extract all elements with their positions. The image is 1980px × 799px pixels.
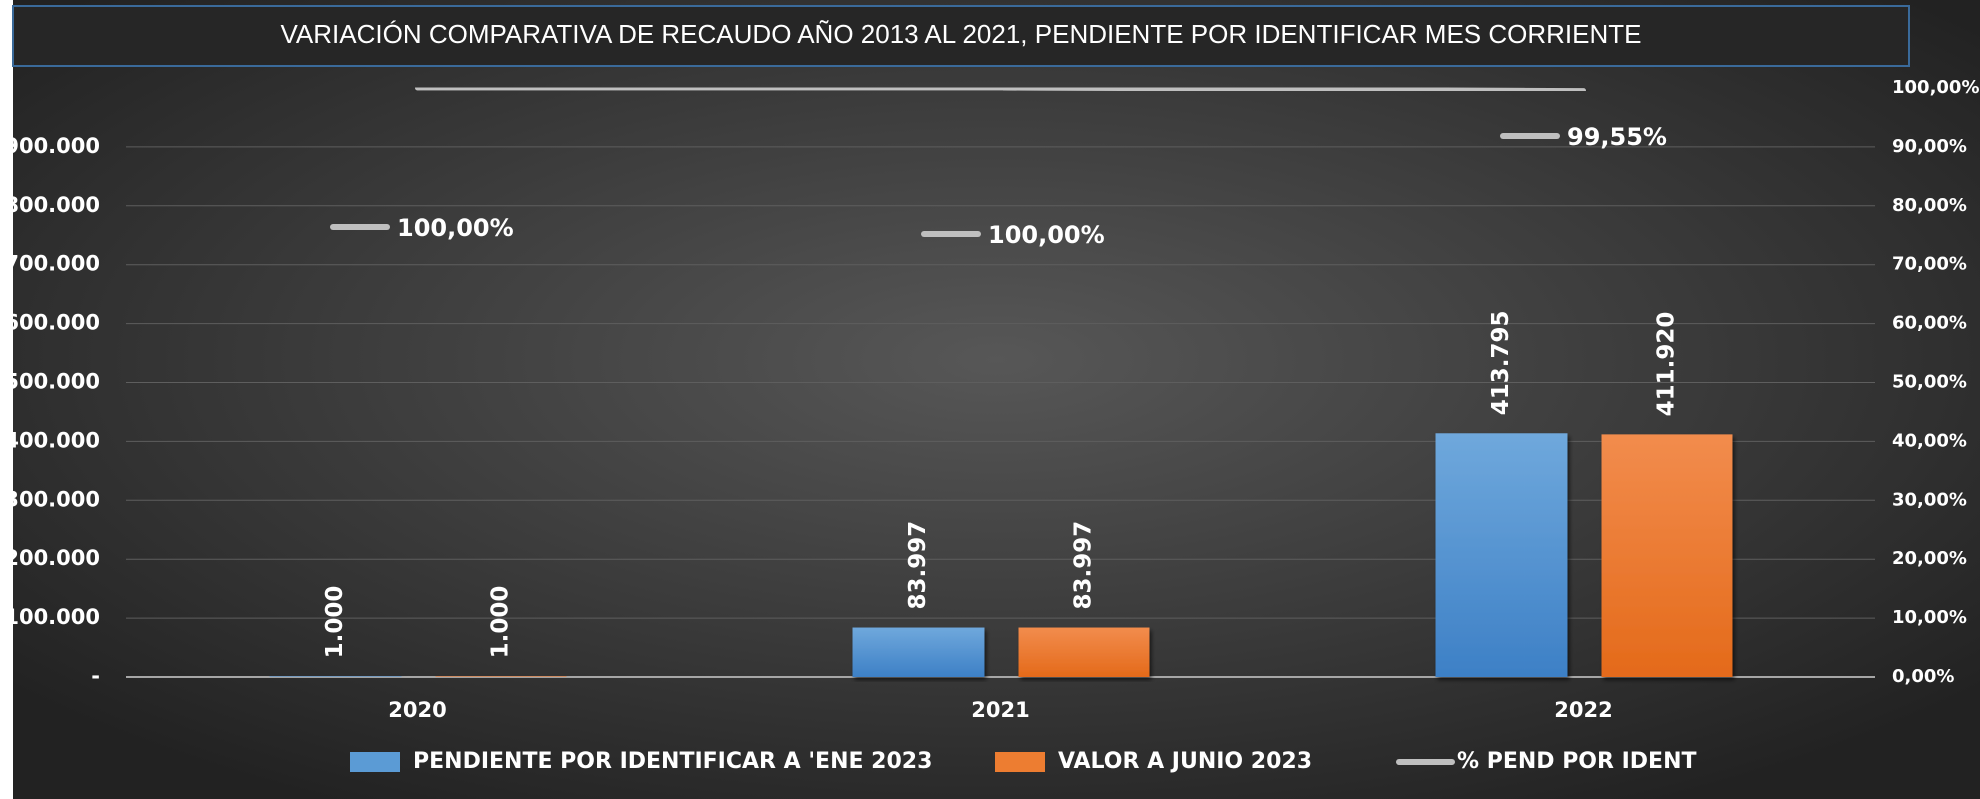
legend-label: VALOR A JUNIO 2023 [1058,749,1312,774]
data-label: 83.997 [905,521,931,610]
line-series [415,85,1586,94]
y-tick-label: 200.000 [4,546,100,570]
data-label: 413.795 [1488,311,1514,416]
y2-tick-label: 50,00% [1892,372,1967,393]
legend-label: PENDIENTE POR IDENTIFICAR A 'ENE 2023 [413,749,932,774]
bar [1435,433,1568,677]
y2-tick-label: 90,00% [1892,136,1967,157]
y2-tick-label: 10,00% [1892,607,1967,628]
y2-tick-label: 100,00% [1892,77,1980,98]
legend-swatch [995,752,1045,772]
y-tick-label: 700.000 [4,252,100,276]
y2-tick-label: 0,00% [1892,666,1954,687]
bar [435,676,567,677]
background [13,0,1980,799]
bar [269,676,402,677]
data-label: 100,00% [397,214,514,242]
x-tick-label: 2022 [1554,698,1612,722]
x-tick-label: 2020 [388,698,446,722]
legend-swatch [350,752,400,772]
y2-tick-label: 20,00% [1892,548,1967,569]
y-tick-label: 500.000 [4,370,100,394]
bar [1018,627,1150,677]
x-tick-label: 2021 [971,698,1029,722]
y2-tick-label: 30,00% [1892,489,1967,510]
chart-title: VARIACIÓN COMPARATIVA DE RECAUDO AÑO 201… [281,19,1642,49]
data-label: 411.920 [1654,312,1680,417]
bar [1601,434,1733,677]
data-label: 1.000 [322,586,348,659]
bar [852,627,985,677]
y2-tick-label: 60,00% [1892,313,1967,334]
data-label: 100,00% [988,221,1105,249]
y-tick-label: - [91,664,100,688]
y-tick-label: 600.000 [4,311,100,335]
y-tick-label: 900.000 [4,134,100,158]
y-tick-label: 800.000 [4,193,100,217]
legend-label: % PEND POR IDENT [1457,749,1697,774]
y-tick-label: 400.000 [4,428,100,452]
data-label: 1.000 [488,586,514,659]
y-tick-label: 300.000 [4,487,100,511]
y2-tick-label: 80,00% [1892,195,1967,216]
y2-tick-label: 70,00% [1892,254,1967,275]
title-box [12,5,1910,67]
data-label: 99,55% [1567,123,1667,151]
y-tick-label: 100.000 [4,605,100,629]
y2-tick-label: 40,00% [1892,430,1967,451]
data-label: 83.997 [1071,521,1097,610]
